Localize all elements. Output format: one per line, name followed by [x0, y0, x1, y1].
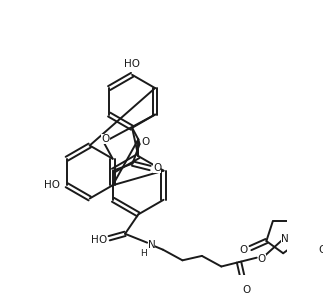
Text: O: O — [239, 245, 247, 255]
Text: HO: HO — [124, 59, 140, 69]
Text: O: O — [319, 245, 323, 255]
Text: N: N — [148, 240, 155, 250]
Text: N: N — [281, 234, 289, 244]
Text: O: O — [141, 137, 150, 146]
Text: O: O — [101, 134, 110, 144]
Text: O: O — [98, 235, 106, 245]
Text: H: H — [91, 235, 99, 245]
Text: O: O — [242, 285, 250, 295]
Text: HO: HO — [44, 180, 60, 190]
Text: O: O — [258, 255, 266, 265]
Text: O: O — [153, 163, 162, 173]
Text: H: H — [140, 249, 147, 258]
